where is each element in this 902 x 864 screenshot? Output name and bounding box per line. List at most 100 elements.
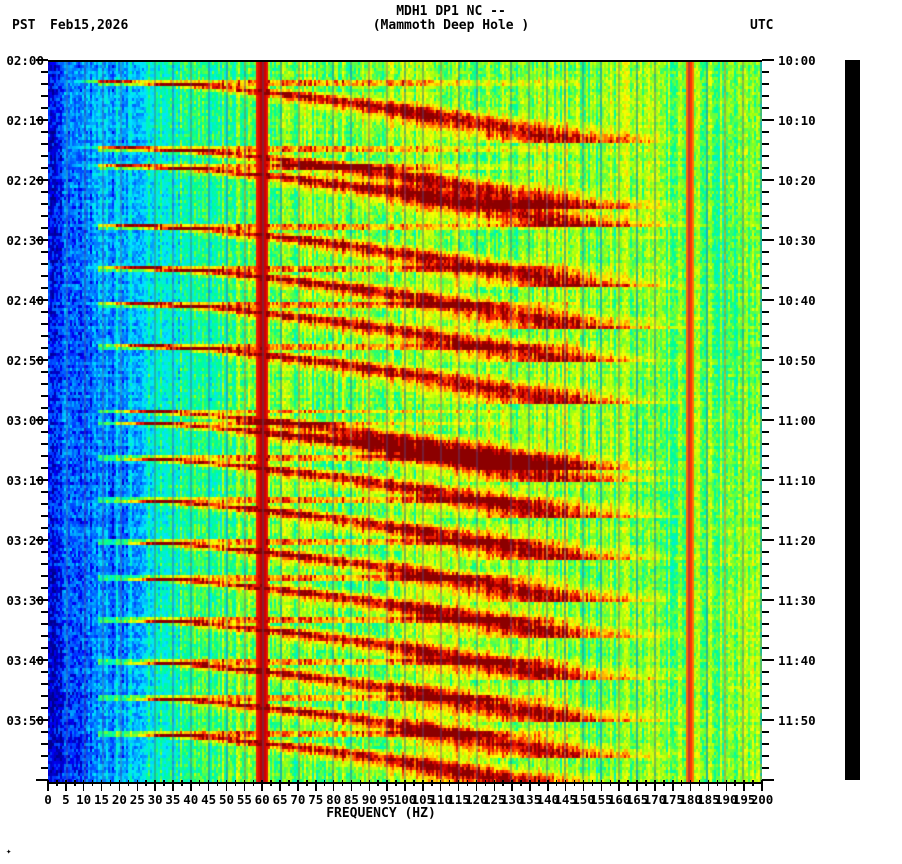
- freq-tick-major: [439, 780, 442, 791]
- time-label-pst: 03:40: [6, 653, 44, 668]
- freq-label: 190: [715, 792, 738, 807]
- time-tick-minor-left: [41, 563, 48, 565]
- freq-label: 150: [572, 792, 595, 807]
- time-tick-minor-right: [762, 527, 769, 529]
- time-tick-minor-left: [41, 695, 48, 697]
- freq-label: 45: [201, 792, 217, 807]
- time-tick-minor-right: [762, 491, 769, 493]
- time-tick-minor-left: [41, 383, 48, 385]
- freq-tick-minor: [56, 780, 58, 786]
- freq-tick-minor: [538, 780, 540, 786]
- freq-tick-minor: [752, 780, 754, 786]
- time-tick-major-right: [762, 659, 774, 661]
- freq-label: 20: [111, 792, 127, 807]
- freq-tick-minor: [74, 780, 76, 786]
- x-axis-title: FREQUENCY (HZ): [326, 806, 436, 821]
- time-tick-major-left: [36, 359, 48, 361]
- freq-tick-major: [761, 780, 763, 791]
- freq-label: 25: [129, 792, 145, 807]
- freq-tick-minor: [431, 780, 433, 786]
- freq-tick-minor: [627, 780, 629, 786]
- freq-tick-minor: [341, 780, 344, 786]
- freq-tick-major: [564, 780, 567, 791]
- freq-label: 165: [625, 792, 649, 807]
- time-tick-minor-right: [762, 455, 769, 457]
- freq-label: 170: [643, 792, 667, 807]
- freq-tick-major: [582, 780, 585, 791]
- freq-label: 175: [661, 792, 685, 807]
- time-label-utc: 11:10: [778, 473, 816, 488]
- time-tick-minor-right: [762, 551, 769, 553]
- time-tick-minor-left: [41, 143, 48, 145]
- time-label-utc: 10:00: [778, 53, 816, 68]
- time-label-utc: 10:20: [778, 173, 816, 188]
- time-tick-minor-left: [41, 275, 48, 277]
- time-tick-minor-right: [762, 755, 769, 757]
- time-tick-minor-left: [41, 191, 48, 193]
- freq-tick-major: [743, 780, 745, 791]
- freq-tick-minor: [306, 780, 308, 786]
- freq-label: 0: [44, 792, 52, 807]
- time-tick-major-right: [762, 359, 774, 361]
- time-tick-minor-left: [41, 131, 48, 133]
- freq-tick-minor: [359, 780, 362, 786]
- freq-tick-major: [47, 780, 49, 791]
- freq-label: 155: [590, 792, 613, 807]
- time-tick-minor-left: [41, 347, 48, 349]
- time-tick-major-right: [762, 239, 774, 241]
- time-label-pst: 02:20: [6, 173, 44, 188]
- freq-tick-major: [725, 780, 728, 791]
- time-tick-minor-left: [41, 95, 48, 97]
- time-tick-minor-right: [762, 707, 769, 709]
- amplitude-bar: [845, 60, 860, 780]
- freq-label: 130: [500, 792, 524, 807]
- freq-tick-minor: [466, 780, 469, 786]
- freq-tick-major: [279, 780, 281, 791]
- freq-label: 5: [62, 792, 70, 807]
- freq-tick-major: [136, 780, 138, 791]
- time-tick-minor-left: [41, 167, 48, 169]
- freq-tick-major: [618, 780, 620, 791]
- time-tick-minor-left: [41, 683, 48, 685]
- time-tick-minor-right: [762, 335, 769, 337]
- time-tick-minor-left: [41, 311, 48, 313]
- freq-label: 115: [447, 792, 470, 807]
- time-tick-major-left: [36, 419, 48, 421]
- freq-label: 145: [554, 792, 577, 807]
- time-tick-minor-right: [762, 143, 769, 145]
- time-tick-minor-right: [762, 563, 769, 565]
- freq-tick-major: [707, 780, 710, 791]
- freq-tick-minor: [609, 780, 612, 786]
- freq-tick-major: [154, 780, 156, 791]
- freq-label: 105: [411, 792, 435, 807]
- time-tick-minor-right: [762, 635, 769, 637]
- freq-tick-major: [386, 780, 388, 791]
- freq-tick-minor: [109, 780, 112, 786]
- freq-label: 10: [76, 792, 92, 807]
- freq-tick-minor: [645, 780, 647, 786]
- time-tick-minor-right: [762, 311, 769, 313]
- time-label-utc: 10:50: [778, 353, 816, 368]
- freq-tick-minor: [288, 780, 290, 786]
- time-tick-major-left: [36, 779, 48, 781]
- freq-label: 40: [183, 792, 199, 807]
- freq-tick-minor: [323, 780, 326, 786]
- time-tick-major-left: [36, 659, 48, 661]
- freq-label: 75: [308, 792, 324, 807]
- time-label-utc: 11:00: [778, 413, 816, 428]
- date-label: Feb15,2026: [50, 18, 129, 33]
- freq-label: 135: [518, 792, 542, 807]
- freq-tick-major: [172, 780, 174, 791]
- freq-tick-major: [672, 780, 674, 791]
- timezone-label-left: PST: [12, 18, 36, 33]
- freq-tick-major: [207, 780, 210, 791]
- freq-tick-minor: [663, 780, 665, 786]
- spectrogram-plot[interactable]: [48, 60, 762, 784]
- time-tick-minor-right: [762, 503, 769, 505]
- time-tick-major-left: [36, 599, 48, 601]
- time-label-utc: 10:40: [778, 293, 816, 308]
- freq-label: 55: [236, 792, 252, 807]
- freq-label: 200: [750, 792, 774, 807]
- time-tick-minor-right: [762, 347, 769, 349]
- time-tick-minor-right: [762, 515, 769, 517]
